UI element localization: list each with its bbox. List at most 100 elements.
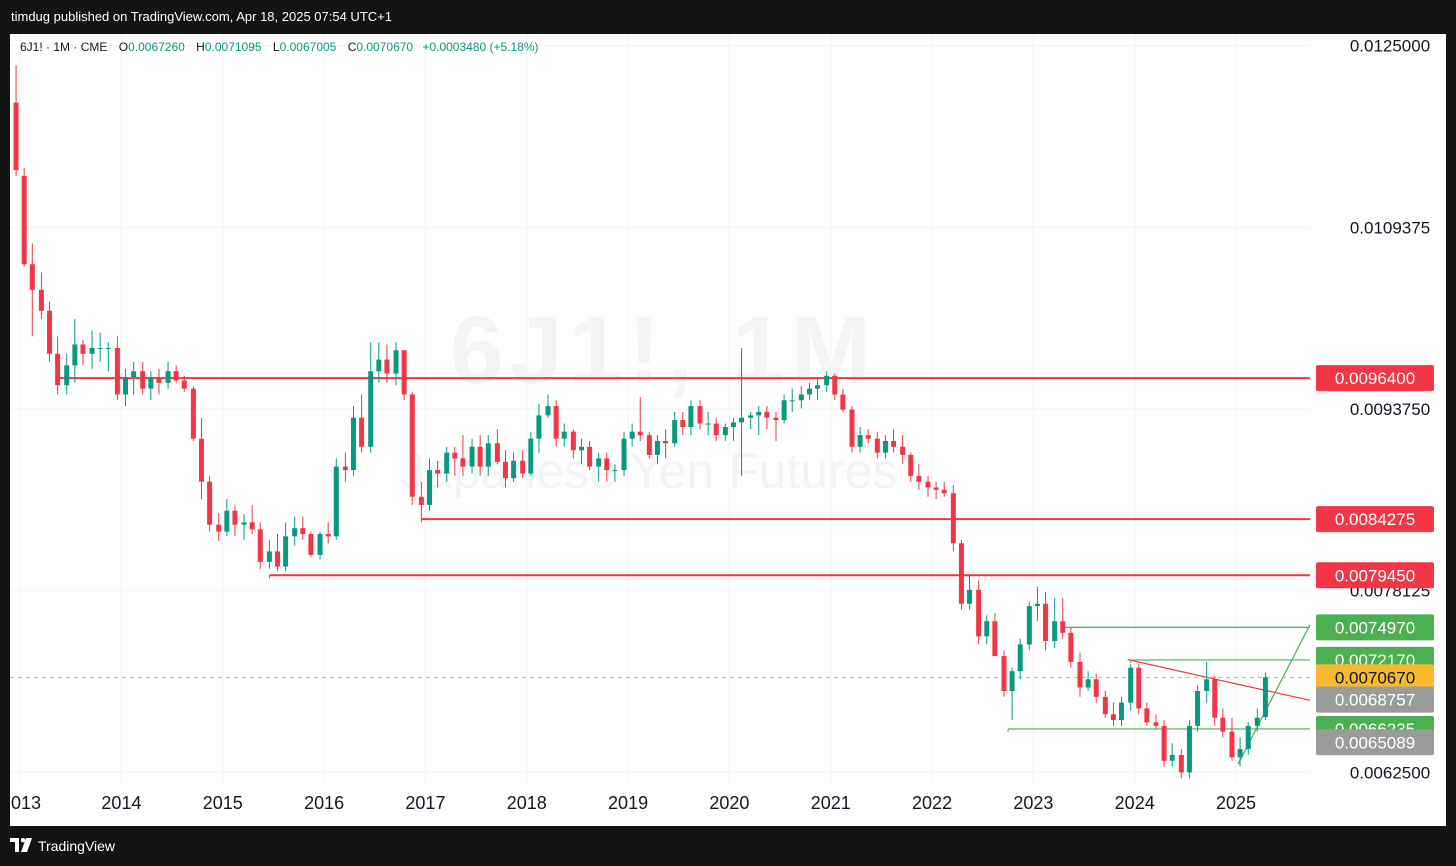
candle-body	[1229, 731, 1235, 758]
candle-body	[528, 438, 534, 474]
candle-body	[1153, 722, 1159, 726]
candle-body	[882, 440, 888, 453]
legend-open-label: O	[118, 40, 129, 54]
x-tick-label: 2017	[405, 793, 445, 813]
y-tick-label: 0.0062500	[1350, 763, 1430, 782]
legend-change-value: +0.0003480 (+5.18%)	[422, 40, 539, 54]
legend-interval[interactable]: 1M	[53, 40, 71, 54]
candle-body	[29, 264, 35, 290]
candle-body	[520, 460, 526, 474]
candle-body	[561, 431, 567, 439]
price-label-bg	[1316, 365, 1434, 392]
tradingview-brand[interactable]: TradingView	[38, 838, 116, 854]
candle-body	[317, 534, 323, 555]
candle-body	[764, 411, 770, 418]
x-tick-label: 2018	[507, 793, 547, 813]
candle-body	[249, 522, 255, 530]
candle-body	[207, 481, 213, 525]
candle-body	[1102, 696, 1108, 715]
candle-body	[536, 415, 542, 439]
x-tick-label: 2016	[304, 793, 344, 813]
candle-body	[697, 406, 703, 424]
candle-body	[865, 435, 871, 439]
candle-body	[1001, 656, 1007, 691]
candle-body	[384, 359, 390, 374]
candle-body	[1017, 644, 1023, 672]
candle-body	[773, 417, 779, 421]
candle-body	[393, 350, 399, 374]
candle-body	[368, 371, 374, 447]
x-tick-label: 013	[11, 793, 41, 813]
candle-body	[1009, 671, 1015, 691]
candle-body	[1144, 708, 1150, 723]
candle-body	[376, 359, 382, 372]
top-bar: timdug published on TradingView.com, Apr…	[0, 0, 1456, 34]
price-label-bg	[1316, 614, 1434, 641]
candle-body	[477, 446, 483, 467]
candle-body	[1128, 667, 1134, 703]
x-tick-label: 2021	[811, 793, 851, 813]
candle-body	[553, 406, 559, 439]
candle-body	[38, 289, 44, 311]
watermark-symbol: 6J1!, 1M	[450, 297, 877, 404]
candle-body	[1186, 725, 1192, 773]
legend-low-value: 0.0067005	[279, 40, 337, 54]
candle-body	[148, 377, 154, 389]
candle-body	[925, 481, 931, 488]
candle-body	[140, 371, 146, 389]
candle-body	[1195, 690, 1201, 726]
candle-body	[756, 411, 762, 416]
candle-body	[21, 175, 27, 265]
candle-body	[621, 438, 627, 471]
candle-body	[300, 528, 306, 534]
candle-body	[916, 475, 922, 482]
candle-body	[216, 524, 222, 532]
legend-symbol[interactable]: 6J1!	[20, 40, 43, 54]
candle-body	[80, 344, 86, 354]
chart-area[interactable]: 6J1!, 1M Japanese Yen Futures 0.0125000 0…	[10, 34, 1446, 826]
x-tick-label: 2025	[1216, 793, 1256, 813]
candle-body	[646, 435, 652, 455]
candle-body	[1178, 754, 1184, 773]
candle-body	[401, 350, 407, 395]
legend-high-label: H	[196, 40, 205, 54]
candle-body	[545, 406, 551, 416]
tradingview-logo-icon[interactable]	[10, 838, 32, 852]
candle-body	[849, 409, 855, 447]
candle-body	[257, 529, 263, 562]
candle-body	[806, 388, 812, 395]
candle-body	[1077, 661, 1083, 688]
candle-body	[232, 510, 238, 525]
candle-body	[55, 353, 61, 386]
price-label: 0.0065089	[1335, 733, 1415, 752]
candle-body	[1245, 725, 1251, 750]
candle-body	[984, 621, 990, 637]
candle-body	[105, 347, 111, 349]
price-label: 0.0074970	[1335, 618, 1415, 637]
candle-body	[181, 380, 187, 389]
candle-body	[680, 420, 686, 428]
candle-body	[730, 422, 736, 428]
candle-body	[173, 371, 179, 381]
candle-body	[1110, 714, 1116, 721]
candle-body	[789, 400, 795, 402]
candle-body	[1204, 679, 1210, 691]
candle-body	[713, 423, 719, 436]
candle-body	[1052, 621, 1058, 641]
candle-body	[64, 365, 70, 386]
legend-dot: ·	[73, 40, 81, 54]
candles-group	[13, 65, 1268, 779]
x-tick-label: 2024	[1115, 793, 1155, 813]
chart-svg[interactable]: 0.01250000.01093750.00937500.00781250.00…	[10, 34, 1446, 826]
candle-body	[1262, 677, 1268, 718]
candle-body	[933, 487, 939, 490]
candle-body	[350, 417, 356, 471]
x-tick-label: 2020	[709, 793, 749, 813]
candle-body	[1212, 679, 1218, 718]
candle-body	[131, 371, 137, 378]
candle-body	[1043, 603, 1049, 641]
candle-body	[1060, 621, 1066, 633]
x-tick-label: 2019	[608, 793, 648, 813]
candle-body	[570, 431, 576, 451]
x-tick-label: 2014	[101, 793, 141, 813]
